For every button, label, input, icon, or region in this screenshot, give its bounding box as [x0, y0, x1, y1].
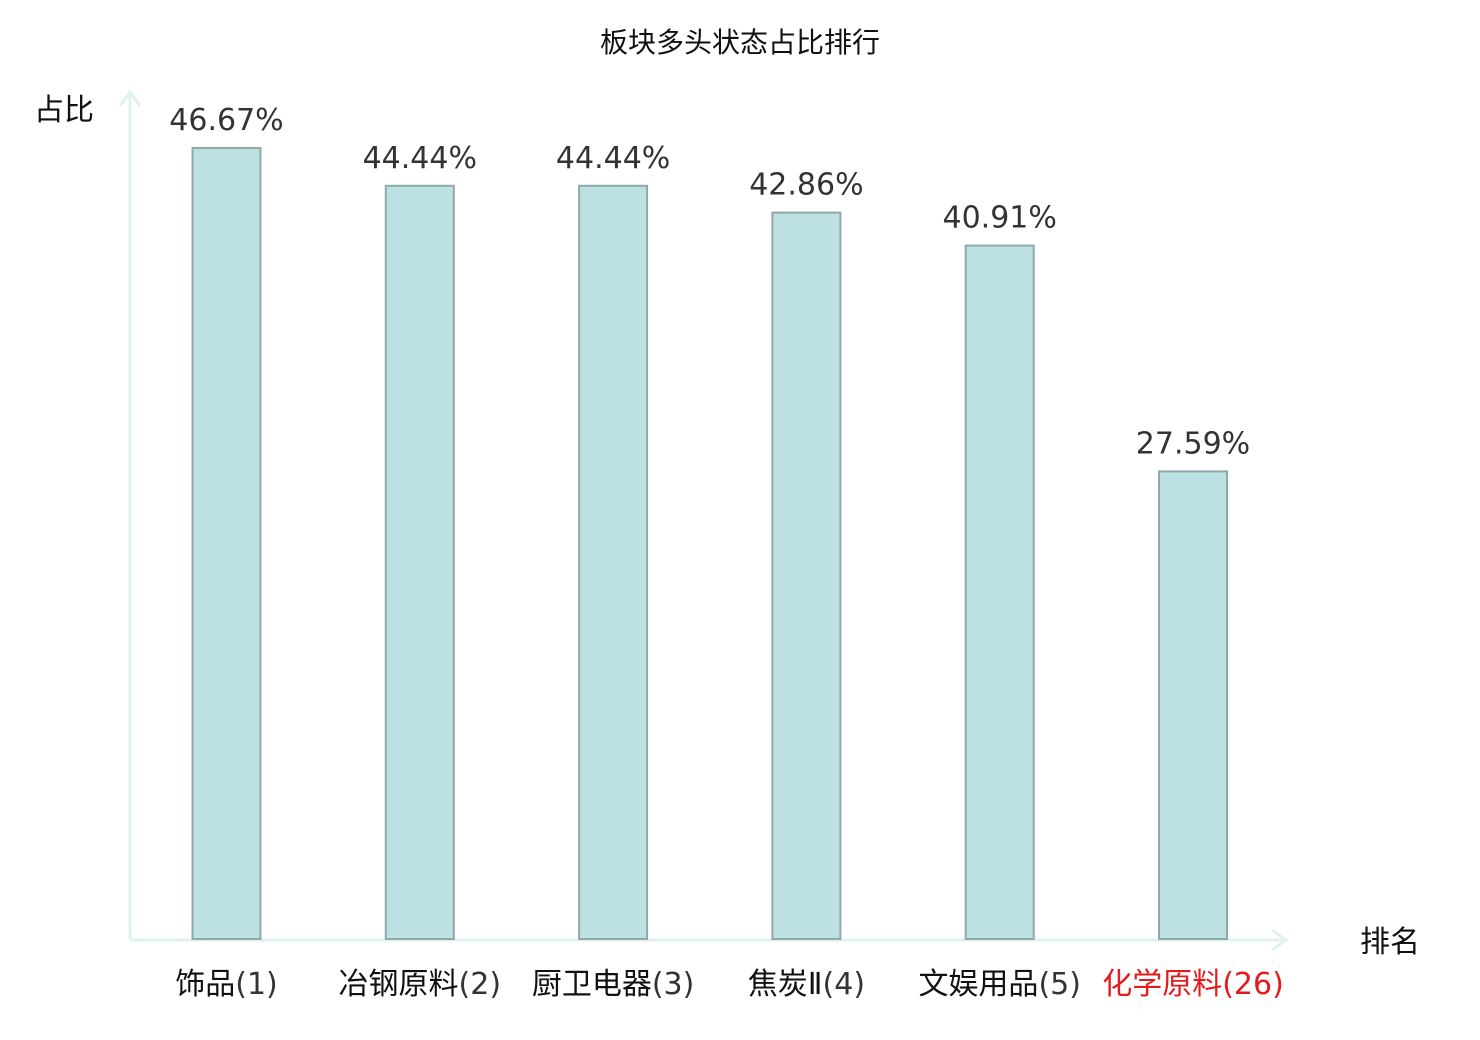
category-name-3: 厨卫电器	[532, 967, 652, 1002]
value-labels-group: 46.67% 44.44% 44.44% 42.86% 40.91% 27.59%	[169, 103, 1250, 461]
value-label-3: 44.44%	[556, 141, 670, 176]
category-name-4: 焦炭Ⅱ	[748, 967, 823, 1002]
value-label-5: 40.91%	[943, 201, 1057, 236]
category-rank-4: (4)	[823, 967, 866, 1002]
category-rank-3: (3)	[652, 967, 695, 1002]
bar-1	[191, 147, 262, 940]
x-axis-label: 排名	[1360, 925, 1420, 960]
category-label-3: 厨卫电器(3)	[532, 967, 695, 1002]
chart-title: 板块多头状态占比排行	[600, 26, 880, 59]
axes	[118, 89, 1289, 952]
value-label-6: 27.59%	[1136, 426, 1250, 461]
value-label-4: 42.86%	[749, 168, 863, 203]
category-labels-group: 饰品(1) 冶钢原料(2) 厨卫电器(3) 焦炭Ⅱ(4) 文娱用品(5) 化学原料(26)	[175, 967, 1284, 1002]
value-label-1: 46.67%	[169, 103, 283, 138]
category-label-4: 焦炭Ⅱ(4)	[748, 967, 865, 1002]
category-rank-1: (1)	[235, 967, 278, 1002]
category-label-6: 化学原料(26)	[1102, 967, 1284, 1002]
bar-4	[771, 211, 842, 941]
category-rank-6: (26)	[1222, 967, 1284, 1002]
y-axis-label: 占比	[34, 93, 94, 128]
bar-6	[1158, 470, 1228, 940]
category-rank-2: (2)	[459, 967, 502, 1002]
category-name-6: 化学原料	[1102, 967, 1222, 1002]
category-label-1: 饰品(1)	[175, 967, 278, 1002]
category-rank-5: (5)	[1038, 967, 1081, 1002]
category-label-2: 冶钢原料(2)	[339, 967, 502, 1002]
y-axis-arrow	[118, 89, 142, 107]
category-label-5: 文娱用品(5)	[918, 967, 1080, 1002]
category-name-1: 饰品	[175, 967, 235, 1002]
value-label-2: 44.44%	[363, 141, 477, 176]
bar-5	[964, 244, 1035, 941]
bars-group	[191, 147, 1228, 941]
x-axis-arrow	[1271, 928, 1289, 952]
bar-3	[578, 184, 649, 941]
bar-2	[384, 184, 455, 941]
category-name-2: 冶钢原料	[339, 967, 459, 1002]
category-name-5: 文娱用品	[918, 967, 1038, 1002]
